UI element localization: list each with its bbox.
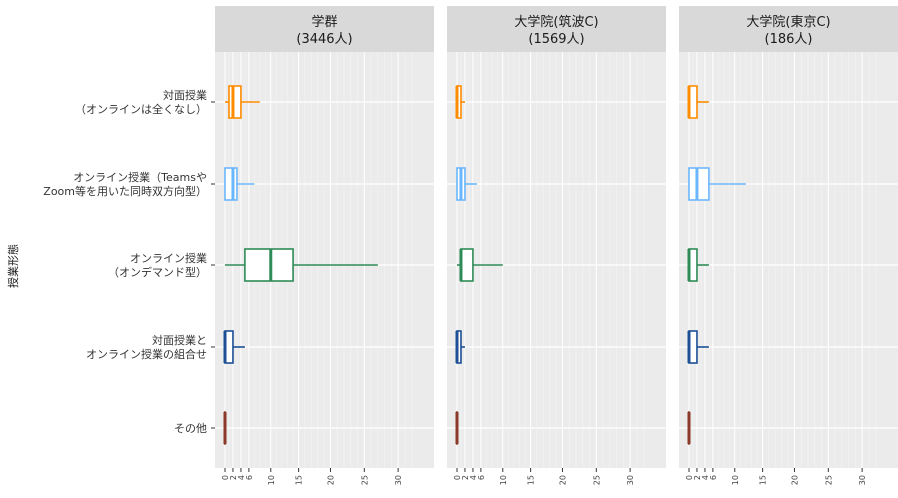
box-2	[224, 167, 255, 201]
x-tick-label: 4	[237, 475, 246, 480]
category-label: 対面授業	[163, 88, 207, 102]
box-2	[688, 167, 746, 201]
box-iqr	[228, 85, 242, 119]
box-3	[687, 248, 709, 282]
category-label: オンライン授業	[130, 251, 207, 265]
box-4	[223, 330, 245, 364]
box-3	[225, 248, 378, 282]
category-label: その他	[174, 422, 207, 435]
facet-title: 学群	[311, 14, 337, 30]
x-tick-label: 4	[701, 475, 710, 480]
facet-title: 大学院(筑波C)	[514, 14, 598, 30]
box-iqr	[244, 248, 294, 282]
facet-subtitle: (3446人)	[296, 32, 352, 47]
x-tick-label: 2	[229, 475, 238, 480]
x-tick-label: 10	[731, 475, 740, 485]
facet-subtitle: (186人)	[765, 32, 813, 47]
box-3	[457, 248, 503, 282]
x-tick-label: 2	[461, 475, 470, 480]
box-iqr	[224, 167, 238, 201]
x-tick-label: 30	[858, 475, 867, 485]
category-label: （オンデマンド型）	[108, 265, 207, 279]
x-tick-label: 20	[326, 475, 335, 485]
facet-subtitle: (1569人)	[528, 32, 584, 47]
x-tick-label: 6	[245, 475, 254, 480]
facet-title: 大学院(東京C)	[746, 14, 830, 30]
category-label: オンライン授業の組合せ	[86, 347, 207, 361]
x-tick-label: 4	[469, 475, 478, 480]
facet-strip	[215, 6, 434, 52]
x-tick-label: 0	[453, 475, 462, 480]
x-tick-label: 2	[693, 475, 702, 480]
category-label: オンライン授業（Teamsや	[73, 170, 207, 184]
x-tick-label: 20	[790, 475, 799, 485]
box-1	[687, 85, 709, 119]
facet-strip	[447, 6, 666, 52]
x-tick-label: 30	[626, 475, 635, 485]
x-tick-label: 6	[709, 475, 718, 480]
x-tick-label: 25	[824, 475, 833, 485]
x-tick-label: 20	[558, 475, 567, 485]
box-1	[455, 85, 465, 119]
box-4	[687, 330, 709, 364]
x-tick-label: 6	[477, 475, 486, 480]
x-tick-label: 15	[527, 475, 536, 485]
box-iqr	[688, 167, 710, 201]
category-label: （オンラインは全くなし）	[75, 102, 207, 116]
box-iqr	[460, 248, 474, 282]
category-label: Zoom等を用いた同時双方向型）	[43, 184, 207, 198]
x-tick-label: 0	[685, 475, 694, 480]
x-tick-label: 15	[759, 475, 768, 485]
panel-background	[447, 52, 666, 468]
x-tick-label: 10	[267, 475, 276, 485]
x-tick-label: 0	[221, 475, 230, 480]
y-axis-title: 授業形態	[6, 244, 20, 288]
category-label: 対面授業と	[152, 333, 207, 347]
panel-background	[679, 52, 898, 468]
x-tick-label: 10	[499, 475, 508, 485]
x-tick-label: 15	[295, 475, 304, 485]
box-1	[225, 85, 260, 119]
box-2	[456, 167, 477, 201]
facet-strip	[679, 6, 898, 52]
x-tick-label: 30	[394, 475, 403, 485]
box-4	[455, 330, 465, 364]
x-tick-label: 25	[360, 475, 369, 485]
x-tick-label: 25	[592, 475, 601, 485]
